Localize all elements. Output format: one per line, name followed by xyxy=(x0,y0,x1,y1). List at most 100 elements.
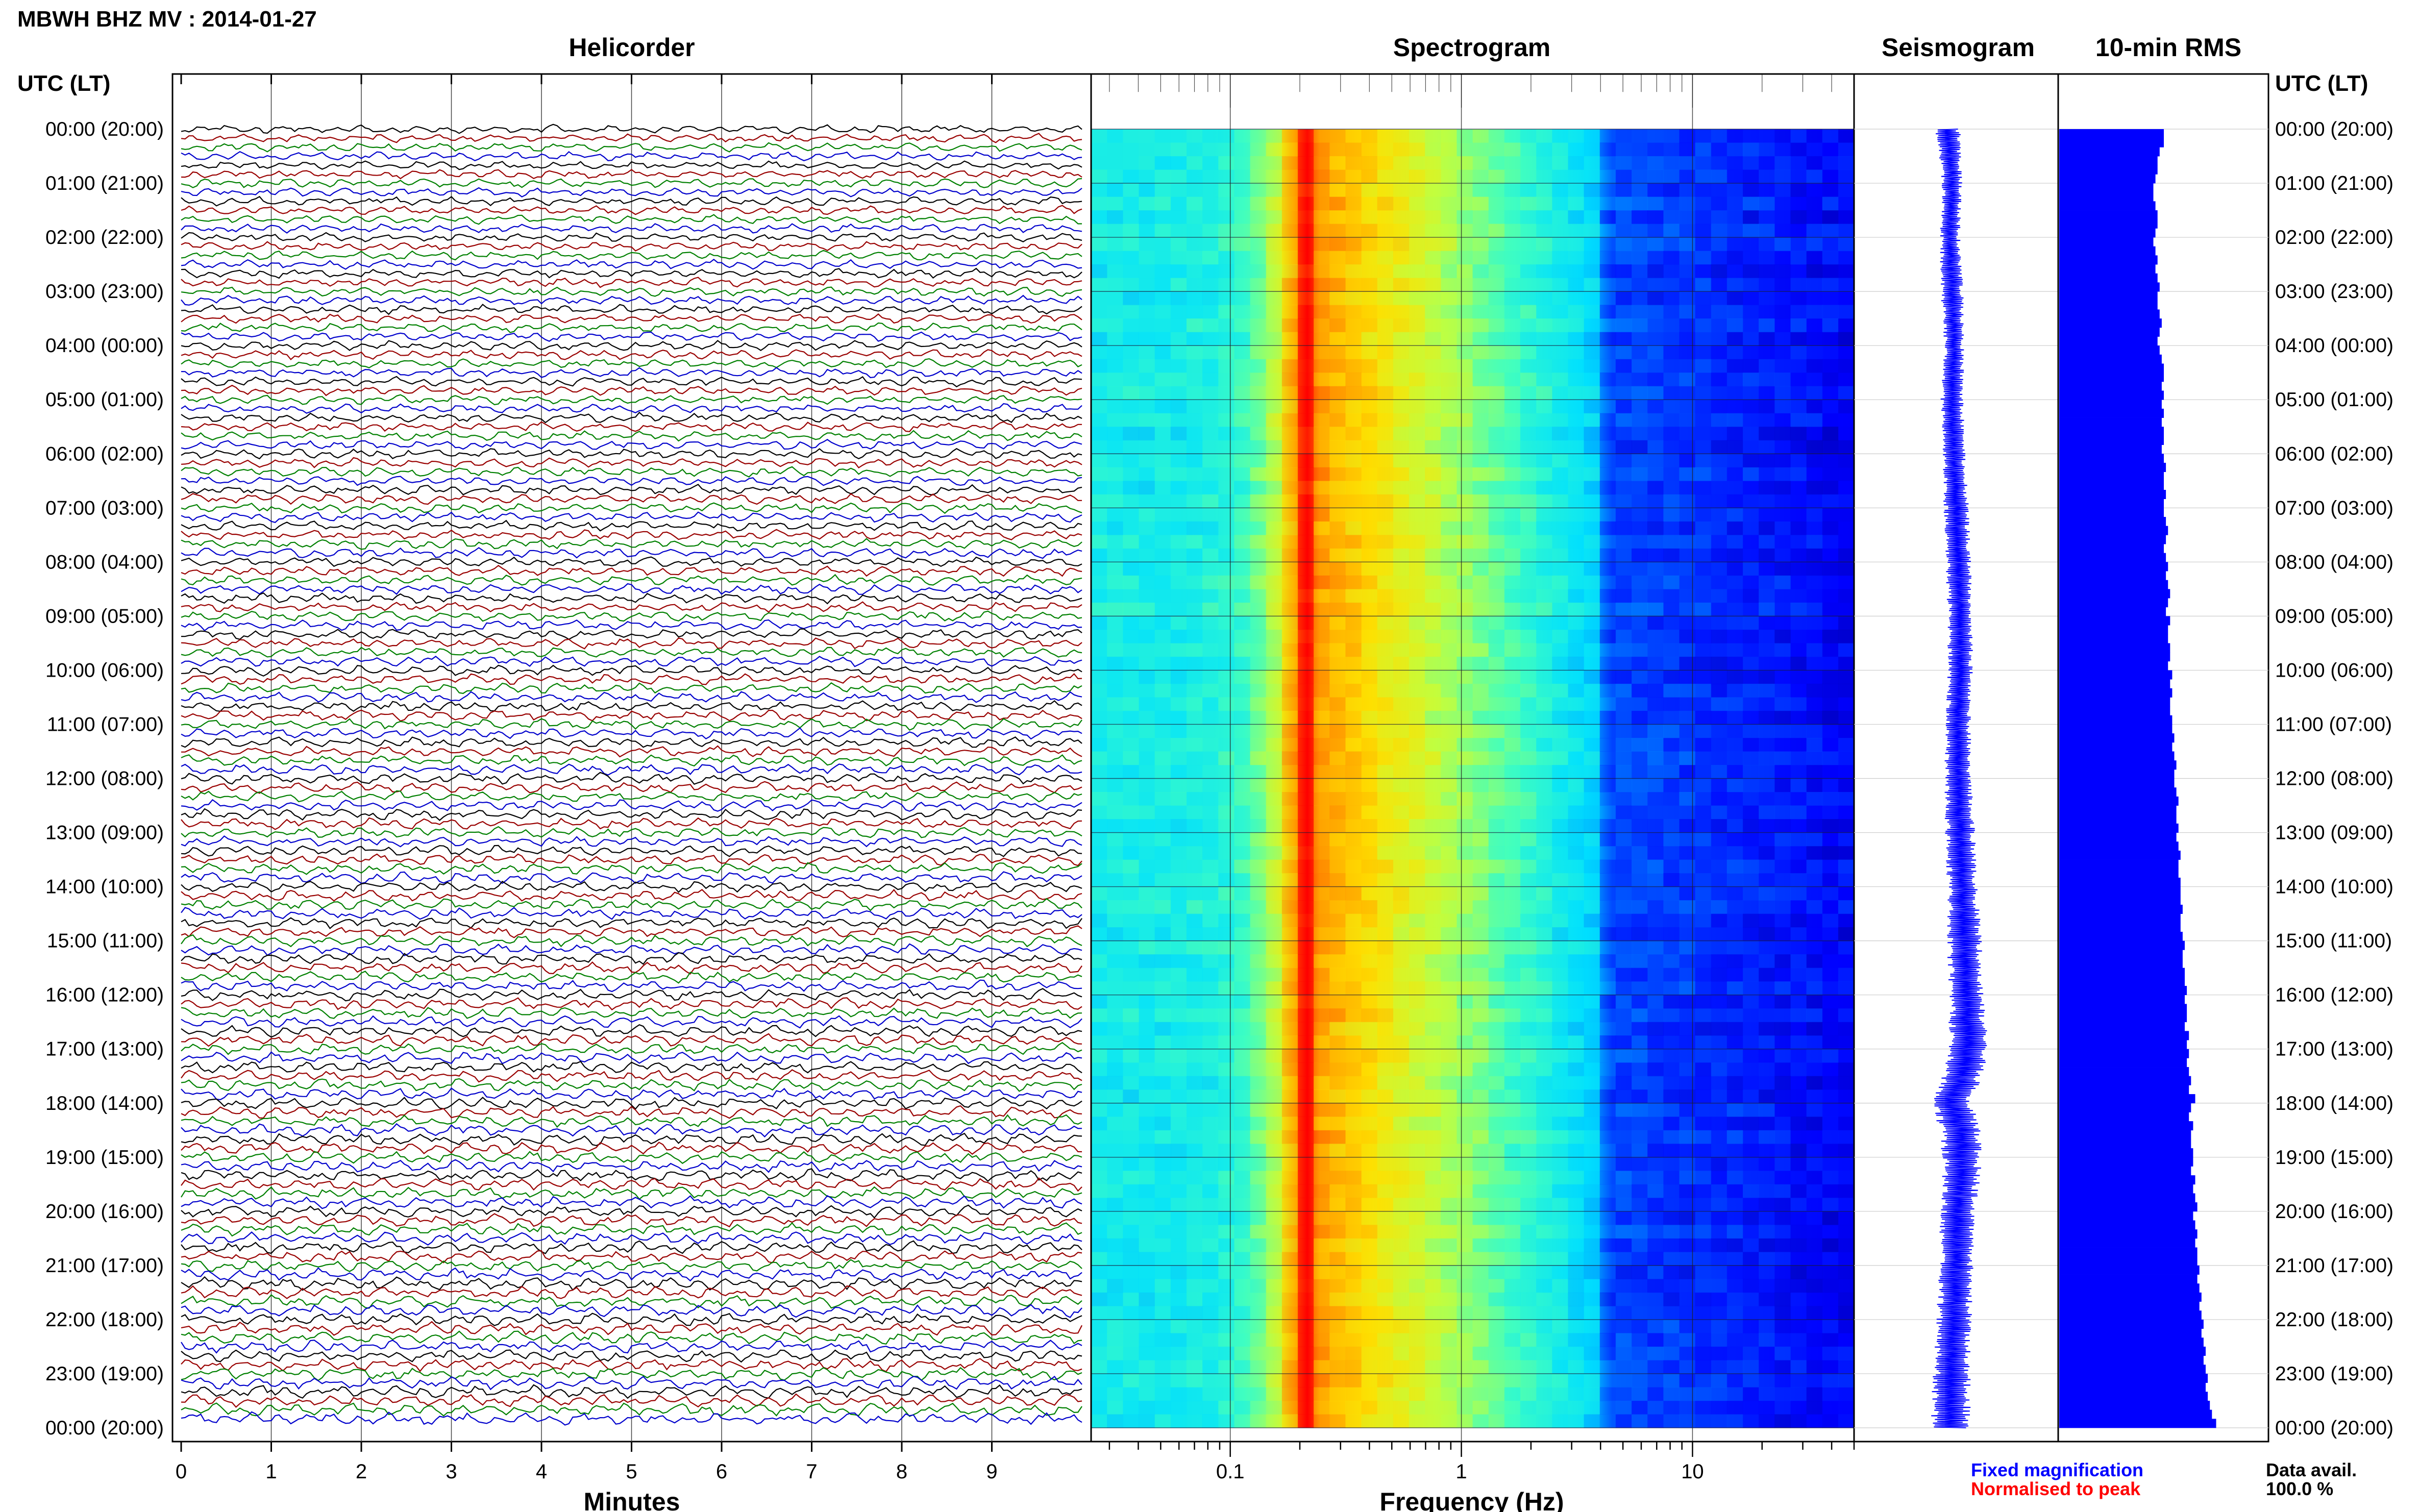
spectrogram-cell xyxy=(1425,1374,1441,1388)
spectrogram-cell xyxy=(1250,1414,1267,1428)
spectrogram-cell xyxy=(1218,1346,1235,1360)
spectrogram-cell xyxy=(1806,1117,1823,1131)
spectrogram-cell xyxy=(1409,1346,1425,1360)
spectrogram-cell xyxy=(1711,481,1727,495)
spectrogram-cell xyxy=(1726,1076,1743,1090)
spectrogram-cell xyxy=(1329,683,1346,698)
spectrogram-cell xyxy=(1488,927,1505,941)
spectrogram-cell xyxy=(1393,1211,1410,1225)
spectrogram-cell xyxy=(1695,413,1712,427)
spectrogram-cell xyxy=(1838,196,1855,211)
hour-label-left: 12:00 (08:00) xyxy=(45,768,164,790)
spectrogram-cell xyxy=(1234,589,1250,603)
spectrogram-cell xyxy=(1679,792,1696,806)
spectrogram-cell xyxy=(1472,1252,1489,1266)
spectrogram-cell xyxy=(1345,1022,1362,1036)
spectrogram-cell xyxy=(1123,562,1139,576)
spectrogram-cell xyxy=(1377,1346,1394,1360)
spectrogram-cell xyxy=(1377,1265,1394,1279)
spectrogram-cell xyxy=(1774,1076,1791,1090)
spectrogram-cell xyxy=(1520,318,1537,333)
spectrogram-cell xyxy=(1822,156,1839,170)
spectrogram-cell xyxy=(1774,237,1791,252)
spectrogram-cell xyxy=(1393,940,1410,955)
spectrogram-cell xyxy=(1154,454,1171,468)
spectrogram-cell xyxy=(1632,981,1648,996)
spectrogram-cell xyxy=(1520,305,1537,319)
spectrogram-cell xyxy=(1774,629,1791,643)
spectrogram-cell xyxy=(1822,1238,1839,1252)
spectrogram-cell xyxy=(1218,251,1235,265)
spectrogram-cell xyxy=(1091,710,1107,725)
spectrogram-title: Spectrogram xyxy=(1393,33,1550,62)
spectrogram-cell xyxy=(1186,562,1203,576)
spectrogram-cell xyxy=(1218,927,1235,941)
spectrogram-cell xyxy=(1695,940,1712,955)
spectrogram-cell xyxy=(1266,954,1282,969)
spectrogram-cell xyxy=(1170,1144,1187,1158)
spectrogram-cell xyxy=(1297,386,1314,400)
spectrogram-cell xyxy=(1743,224,1759,238)
spectrogram-cell xyxy=(1759,832,1775,847)
spectrogram-cell xyxy=(1806,1130,1823,1144)
spectrogram-cell xyxy=(1599,251,1616,265)
spectrogram-cell xyxy=(1107,237,1123,252)
spectrogram-cell xyxy=(1345,1279,1362,1293)
spectrogram-cell xyxy=(1806,1157,1823,1171)
spectrogram-cell xyxy=(1568,264,1585,279)
spectrogram-cell xyxy=(1647,400,1664,414)
spectrogram-cell xyxy=(1790,562,1807,576)
spectrogram-cell xyxy=(1314,913,1330,928)
spectrogram-cell xyxy=(1361,264,1378,279)
spectrogram-cell xyxy=(1552,427,1568,441)
spectrogram-cell xyxy=(1329,832,1346,847)
spectrogram-cell xyxy=(1457,575,1473,589)
spectrogram-cell xyxy=(1250,1319,1267,1333)
spectrogram-cell xyxy=(1488,1184,1505,1198)
spectrogram-cell xyxy=(1297,670,1314,684)
spectrogram-cell xyxy=(1329,656,1346,671)
spectrogram-cell xyxy=(1663,1117,1680,1131)
spectrogram-cell xyxy=(1504,832,1521,847)
spectrogram-cell xyxy=(1297,940,1314,955)
spectrogram-cell xyxy=(1297,683,1314,698)
spectrogram-cell xyxy=(1488,656,1505,671)
spectrogram-cell xyxy=(1520,886,1537,901)
spectrogram-cell xyxy=(1345,1333,1362,1347)
spectrogram-cell xyxy=(1139,142,1155,157)
spectrogram-cell xyxy=(1361,210,1378,225)
spectrogram-cell xyxy=(1425,1103,1441,1117)
spectrogram-cell xyxy=(1107,318,1123,333)
spectrogram-cell xyxy=(1457,1035,1473,1050)
spectrogram-cell xyxy=(1536,738,1552,752)
spectrogram-cell xyxy=(1377,1103,1394,1117)
spectrogram-cell xyxy=(1091,291,1107,306)
spectrogram-cell xyxy=(1615,913,1632,928)
spectrogram-cell xyxy=(1377,859,1394,874)
spectrogram-cell xyxy=(1361,819,1378,833)
spectrogram-cell xyxy=(1297,832,1314,847)
spectrogram-cell xyxy=(1520,1387,1537,1401)
spectrogram-cell xyxy=(1345,873,1362,887)
spectrogram-cell xyxy=(1123,1198,1139,1212)
spectrogram-cell xyxy=(1743,467,1759,481)
spectrogram-cell xyxy=(1504,454,1521,468)
spectrogram-cell xyxy=(1632,805,1648,820)
spectrogram-cell xyxy=(1139,373,1155,387)
spectrogram-cell xyxy=(1361,129,1378,143)
spectrogram-cell xyxy=(1790,156,1807,170)
spectrogram-cell xyxy=(1711,1008,1727,1023)
spectrogram-cell xyxy=(1457,629,1473,643)
spectrogram-cell xyxy=(1297,251,1314,265)
spectrogram-cell xyxy=(1441,535,1457,549)
spectrogram-cell xyxy=(1774,913,1791,928)
spectrogram-cell xyxy=(1790,1292,1807,1306)
spectrogram-cell xyxy=(1170,1225,1187,1239)
spectrogram-cell xyxy=(1202,629,1219,643)
spectrogram-cell xyxy=(1266,454,1282,468)
spectrogram-cell xyxy=(1441,1117,1457,1131)
spectrogram-cell xyxy=(1759,400,1775,414)
spectrogram-cell xyxy=(1726,792,1743,806)
spectrogram-cell xyxy=(1472,508,1489,522)
spectrogram-cell xyxy=(1615,724,1632,738)
